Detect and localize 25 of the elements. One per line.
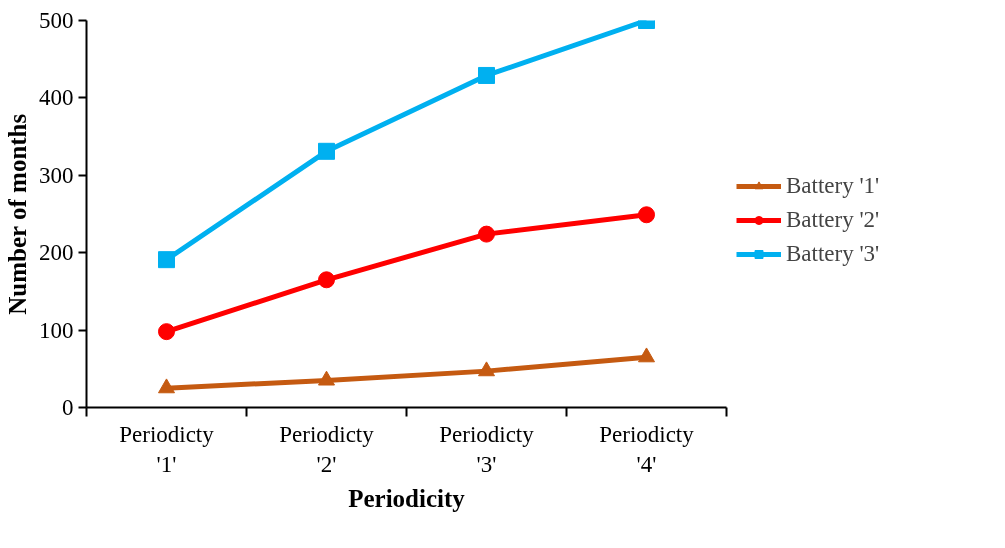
point	[318, 142, 335, 160]
y-tick-label: 300	[39, 162, 74, 188]
legend-label: Battery '2'	[786, 207, 880, 233]
point	[318, 271, 335, 289]
y-tick-label: 400	[39, 85, 74, 111]
y-tick-label: 500	[39, 8, 74, 33]
legend-label: Battery '3'	[786, 241, 880, 267]
x-tick-label: Periodicty '4'	[599, 421, 695, 477]
point	[638, 347, 655, 363]
point	[158, 323, 175, 341]
x-axis-title: Periodicity	[348, 484, 466, 512]
y-tick-label: 100	[39, 317, 74, 343]
x-tick-label: Periodicty '3'	[439, 421, 535, 477]
y-tick-label: 200	[39, 240, 74, 266]
y-axis-title: Number of months	[4, 113, 31, 315]
point	[478, 361, 495, 377]
point	[158, 251, 175, 269]
point	[638, 206, 655, 224]
point	[318, 370, 335, 386]
point	[478, 225, 495, 243]
legend-label: Battery '1'	[786, 173, 880, 199]
y-tick-label: 0	[62, 395, 74, 420]
point	[158, 378, 175, 394]
x-tick-label: Periodicty '2'	[279, 421, 375, 477]
x-tick-label: Periodicty '1'	[119, 421, 215, 477]
